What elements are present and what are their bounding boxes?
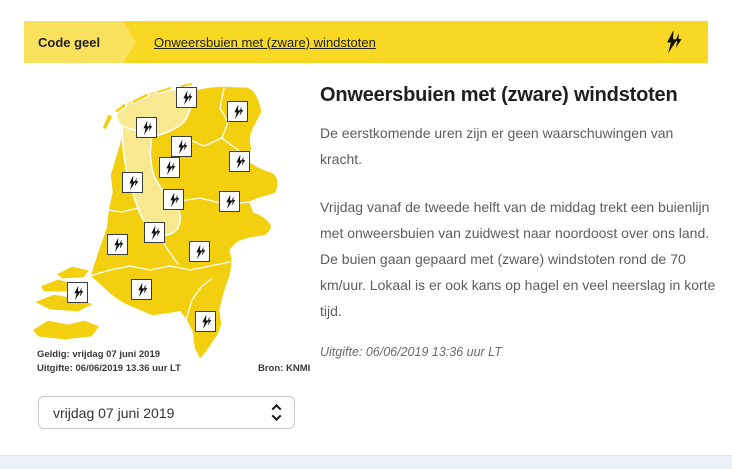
warning-link[interactable]: Onweersbuien met (zware) windstoten (154, 34, 376, 50)
code-level-label: Code geel (38, 34, 101, 50)
warning-link-wrap: Onweersbuien met (zware) windstoten (154, 21, 376, 63)
map-source-caption: Bron: KNMI (258, 363, 311, 374)
warning-article: Onweersbuien met (zware) windstoten De e… (320, 84, 718, 365)
lightning-icon (163, 189, 184, 210)
wadden-islands (101, 81, 194, 131)
article-issued: Uitgifte: 06/06/2019 13:36 uur LT (320, 345, 502, 359)
footer-strip (0, 455, 732, 469)
lightning-icon (107, 234, 128, 255)
warning-banner: Code geel Onweersbuien met (zware) winds… (24, 21, 708, 63)
article-intro: De eerstkomende uren zijn er geen waarsc… (320, 125, 674, 167)
lightning-icon (171, 136, 192, 157)
map-valid-caption: Geldig: vrijdag 07 juni 2019 (37, 349, 161, 360)
lightning-icon (176, 87, 197, 108)
lightning-icon (227, 101, 248, 122)
article-body: Vrijdag vanaf de tweede helft van de mid… (320, 199, 716, 319)
country-outline (89, 85, 279, 361)
date-select[interactable]: vrijdag 07 juni 2019 (38, 396, 295, 429)
zeeland-islands (31, 265, 101, 341)
page-title: Onweersbuien met (zware) windstoten (320, 84, 678, 106)
lightning-icon (229, 151, 250, 172)
lightning-icon (122, 172, 143, 193)
chevron-updown-icon (271, 403, 282, 422)
lightning-icon (219, 191, 240, 212)
warning-map: Geldig: vrijdag 07 juni 2019 Uitgifte: 0… (20, 80, 310, 390)
lightning-icon (136, 117, 157, 138)
lightning-icon (189, 241, 210, 262)
netherlands-map-svg (31, 81, 279, 361)
lightning-icon (159, 157, 180, 178)
code-level-chip: Code geel (24, 21, 136, 63)
date-select-value: vrijdag 07 juni 2019 (53, 404, 175, 421)
lightning-icon (131, 279, 152, 300)
lightning-icon (660, 29, 686, 55)
lightning-icon (195, 311, 216, 332)
lightning-icon (144, 222, 165, 243)
lightning-icon (67, 282, 88, 303)
map-issued-caption: Uitgifte: 06/06/2019 13.36 uur LT (37, 363, 181, 374)
